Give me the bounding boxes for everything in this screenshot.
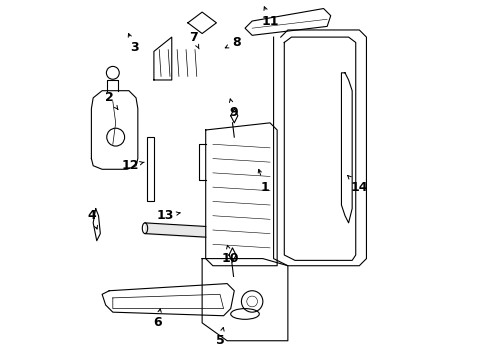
Text: 5: 5 <box>216 328 224 347</box>
Text: 10: 10 <box>222 246 240 265</box>
Text: 9: 9 <box>229 99 238 119</box>
Text: 2: 2 <box>105 91 118 109</box>
Text: 14: 14 <box>348 176 368 194</box>
Text: 7: 7 <box>189 31 199 49</box>
Text: 13: 13 <box>157 209 180 222</box>
Text: 3: 3 <box>128 33 139 54</box>
Text: 8: 8 <box>225 36 241 49</box>
Text: 1: 1 <box>258 169 269 194</box>
Text: 6: 6 <box>153 309 162 329</box>
Text: 12: 12 <box>121 159 144 172</box>
Text: 11: 11 <box>261 7 279 27</box>
Text: 4: 4 <box>88 209 98 229</box>
Polygon shape <box>245 9 331 35</box>
